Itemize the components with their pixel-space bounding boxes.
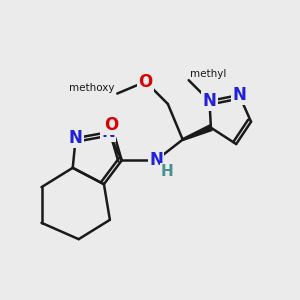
Text: methyl: methyl [190, 69, 226, 79]
Text: N: N [232, 86, 246, 104]
Text: N: N [69, 129, 82, 147]
Text: N: N [149, 152, 163, 169]
Text: N: N [101, 123, 115, 141]
Text: methoxy: methoxy [69, 82, 114, 93]
Text: H: H [161, 164, 174, 179]
Text: O: O [138, 73, 153, 91]
Text: N: N [202, 92, 216, 110]
Polygon shape [182, 125, 212, 140]
Text: O: O [104, 116, 118, 134]
